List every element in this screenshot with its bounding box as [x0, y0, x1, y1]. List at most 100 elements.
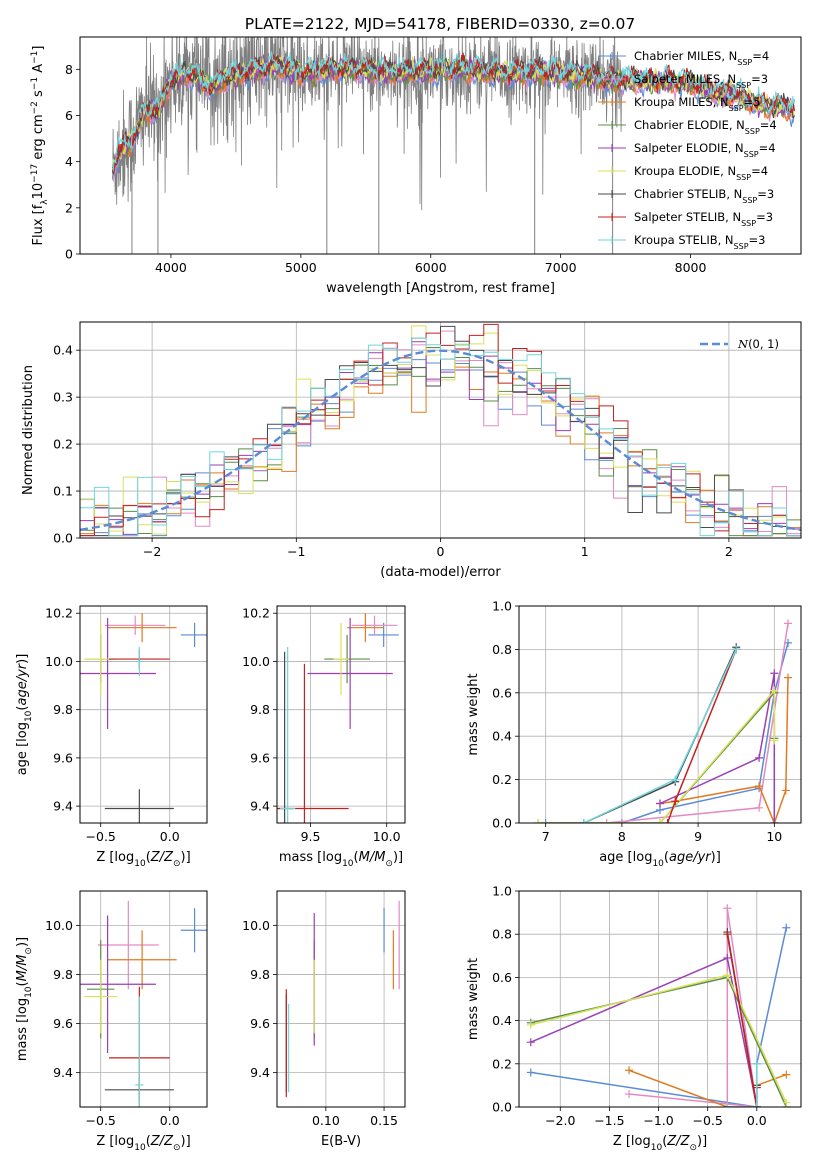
errorbar-chabrier-miles	[180, 622, 207, 647]
axes-frame	[79, 36, 802, 255]
weight-marker	[625, 1066, 634, 1075]
x-tick-label: 0.0	[747, 1113, 767, 1128]
x-tick-label: 0.10	[312, 1113, 340, 1128]
weight-marker	[723, 971, 732, 980]
model-spectrum-salpeter-stelib	[112, 52, 795, 173]
weight-vs-age-plot-area	[534, 619, 793, 823]
weight-marker	[770, 669, 779, 678]
y-tick-label: 0.2	[492, 772, 512, 787]
weight-vs-Z-axes: −2.0 −1.5 −1.0 −0.5 0.0 0.0 0.2 0.4 0.6 0.8 1.0 Z […	[466, 884, 802, 1153]
x-tick-label: 7	[542, 829, 550, 844]
y-tick-label: 0.4	[492, 1013, 512, 1028]
y-tick-label: 9.4	[250, 799, 270, 814]
y-tick-label: 9.6	[53, 1016, 73, 1031]
age-vs-mass-axes: 9.5 10.0 9.4 9.6 9.8 10.0 10.2 mass [log10(M/M⊙…	[242, 605, 406, 869]
y-tick-label: 0.1	[53, 484, 73, 499]
errorbar-kroupa-stelib	[135, 996, 144, 1107]
weight-vs-Z-plot-area	[526, 904, 791, 1107]
axes-frame	[518, 605, 802, 824]
age-vs-mass-plot-area	[277, 613, 399, 823]
y-tick-label: 0.0	[53, 531, 73, 546]
weight-series-kroupa-elodie	[534, 686, 779, 823]
mass-vs-Z-plot-area	[80, 900, 207, 1107]
histogram-salpeter-miles	[80, 330, 801, 537]
weight-marker	[755, 803, 764, 812]
legend-label-salpeter-elodie: Salpeter ELODIE, NSSP=4	[634, 141, 776, 159]
y-tick-label: 9.8	[53, 967, 73, 982]
errorbar-chabrier-miles	[368, 622, 399, 647]
spectrum-plot-area	[112, 37, 795, 254]
y-tick-label: 0.2	[492, 1056, 512, 1071]
y-tick-label: 0.6	[492, 970, 512, 985]
legend-label-chabrier-elodie: Chabrier ELODIE, NSSP=4	[634, 118, 777, 136]
weight-marker	[663, 819, 672, 823]
x-tick-label: 9.5	[301, 829, 321, 844]
weight-marker	[534, 819, 543, 823]
weight-marker	[732, 645, 741, 654]
y-tick-label: 2	[65, 200, 73, 215]
x-axis-label: E(B-V)	[321, 1134, 361, 1149]
age-vs-Z-axes: −0.5 0.0 9.4 9.6 9.8 10.0 10.2 Z [log10(Z/Z⊙)] a…	[15, 605, 208, 869]
errorbar-kroupa-miles	[107, 613, 177, 643]
x-tick-label: 8000	[675, 260, 707, 275]
y-tick-label: 0.8	[492, 927, 512, 942]
legend-label-kroupa-elodie: Kroupa ELODIE, NSSP=4	[634, 164, 768, 182]
weight-marker	[784, 673, 793, 682]
y-tick-label: 9.8	[250, 967, 270, 982]
errorbar-kroupa-stelib	[280, 646, 296, 823]
residuals-plot-area	[80, 323, 801, 537]
axes-frame	[276, 605, 406, 824]
y-tick-label: 0	[65, 247, 73, 262]
axes-frame	[79, 890, 208, 1108]
x-axis-label: (data-model)/error	[380, 565, 501, 580]
x-axis-label: Z [log10(Z/Z⊙)]	[613, 1134, 707, 1153]
weight-marker	[782, 923, 791, 932]
weight-marker	[625, 1090, 634, 1099]
weight-marker	[781, 786, 790, 795]
errorbar-salpeter-elodie	[307, 618, 393, 729]
y-axis-label: mass [log10(M/M⊙)]	[15, 937, 34, 1061]
errorbar-salpeter-elodie	[80, 915, 156, 1053]
weight-marker	[541, 819, 550, 823]
legend-label-salpeter-miles: Salpeter MILES, NSSP=3	[634, 72, 768, 90]
legend-label-chabrier-stelib: Chabrier STELIB, NSSP=3	[634, 187, 774, 205]
y-tick-label: 1.0	[492, 884, 512, 899]
errorbar-kroupa-stelib	[135, 646, 144, 676]
y-tick-label: 0.2	[53, 437, 73, 452]
axes-frame	[518, 890, 802, 1108]
weight-marker	[526, 1038, 535, 1047]
x-tick-label: −2.0	[545, 1113, 575, 1128]
axes-frame	[79, 321, 802, 539]
weight-series-kroupa-stelib	[579, 645, 741, 823]
weight-series-salpeter-miles	[602, 619, 793, 823]
x-tick-label: 0.0	[160, 829, 180, 844]
y-tick-label: 0.4	[492, 729, 512, 744]
weight-marker	[671, 775, 680, 784]
y-tick-label: 9.4	[53, 1065, 73, 1080]
weight-marker	[723, 1103, 732, 1107]
weight-marker	[656, 799, 664, 808]
y-tick-label: 4	[65, 154, 73, 169]
residuals-axes: −2 −1 0 1 2 0.0 0.1 0.2 0.3 0.4 (data-model)/error…	[21, 321, 802, 580]
errorbar-salpeter-stelib	[277, 663, 349, 823]
x-tick-label: 10.0	[373, 829, 401, 844]
errorbar-chabrier-miles	[180, 908, 207, 953]
errorbar-salpeter-miles	[351, 615, 398, 635]
errorbar-kroupa-elodie	[84, 959, 118, 1034]
spectrum-legend: Chabrier MILES, NSSP=4 Salpeter MILES, NS…	[598, 49, 777, 251]
y-tick-label: 0.0	[492, 1100, 512, 1115]
y-tick-label: 8	[65, 62, 73, 77]
weight-marker	[782, 1098, 791, 1107]
y-tick-label: 0.0	[492, 816, 512, 831]
age-vs-Z-plot-area	[80, 613, 207, 823]
y-tick-label: 9.6	[250, 750, 270, 765]
x-tick-label: 10	[766, 829, 782, 844]
weight-marker	[723, 930, 732, 939]
histogram-kroupa-elodie	[80, 325, 801, 537]
weight-marker	[782, 1070, 791, 1079]
weight-series-chabrier-miles	[541, 638, 793, 823]
y-axis-label: mass weight	[466, 673, 481, 755]
weight-marker	[671, 797, 680, 806]
weight-marker	[752, 1103, 761, 1107]
